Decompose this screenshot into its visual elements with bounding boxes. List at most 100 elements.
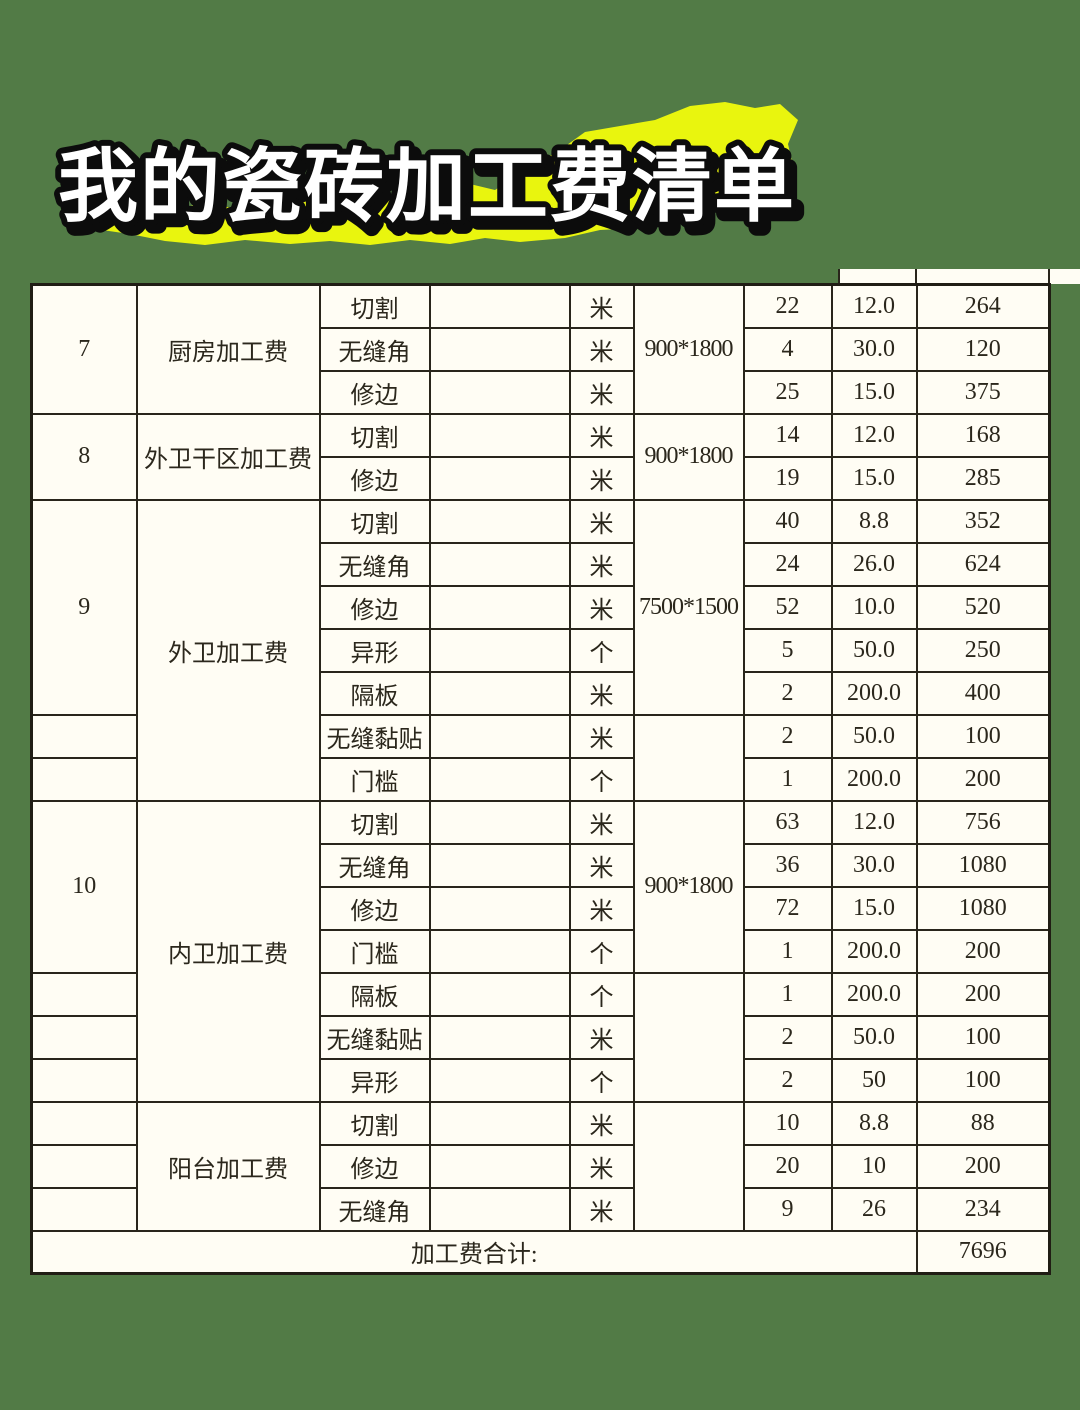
cell-unit: 米 xyxy=(568,885,635,931)
cropped-row-remnant xyxy=(838,269,1080,284)
table-row: 无缝角 米 9 26 234 xyxy=(30,1186,1051,1232)
cell-price: 30.0 xyxy=(830,326,918,372)
cell-blank xyxy=(428,541,571,587)
table-row: 9 外卫加工费 切割米 7500*1500 40 8.8 352 xyxy=(30,498,1051,802)
cell-amount: 120 xyxy=(915,326,1051,372)
table-row: 无缝角 米 24 26.0 624 xyxy=(32,541,1051,587)
cell-spec: 900*1800 xyxy=(632,799,745,974)
cell-unit: 米 xyxy=(568,283,635,329)
cell-unit: 米 xyxy=(568,1100,635,1146)
cell-total-label: 加工费合计: xyxy=(30,1229,918,1275)
cell-blank xyxy=(428,412,571,458)
table-row: 加工费合计: 7696 xyxy=(30,1229,1051,1275)
cell-row-number xyxy=(30,1100,138,1146)
cell-spec xyxy=(632,1100,745,1232)
cell-price: 200.0 xyxy=(830,928,918,974)
cell-process: 无缝角 xyxy=(318,541,431,587)
cell-qty: 1 xyxy=(742,756,833,802)
cell-spec: 7500*1500 xyxy=(632,498,745,716)
cell-qty: 24 xyxy=(742,541,833,587)
cell-unit: 个 xyxy=(568,971,635,1017)
cell-row-number xyxy=(30,971,138,1017)
cell-category: 外卫干区加工费 xyxy=(135,412,321,501)
table-row: 修边 米 72 15.0 1080 xyxy=(32,885,1051,931)
cell-price: 8.8 xyxy=(830,1100,918,1146)
cell-process: 门槛 xyxy=(318,928,431,974)
table-row: 门槛 个 1 200.0 200 xyxy=(32,928,1051,974)
cell-qty: 19 xyxy=(742,455,833,501)
cell-row-number xyxy=(30,1143,138,1189)
cell-price: 15.0 xyxy=(830,455,918,501)
cell-category: 外卫加工费 xyxy=(135,498,321,802)
cell-process: 修边 xyxy=(318,1143,431,1189)
cell-blank xyxy=(428,799,571,845)
cell-spec xyxy=(632,713,745,802)
table-row: 修边 米 25 15.0 375 xyxy=(32,369,1051,415)
cell-price: 10.0 xyxy=(830,584,918,630)
cell-blank xyxy=(428,713,571,759)
cell-blank xyxy=(428,1143,571,1189)
cell-unit: 米 xyxy=(568,670,635,716)
cell-blank xyxy=(428,1014,571,1060)
cell-blank xyxy=(428,1100,571,1146)
cell-qty: 14 xyxy=(742,412,833,458)
cell-spec xyxy=(632,971,745,1103)
cell-amount: 200 xyxy=(915,1143,1051,1189)
cell-qty: 72 xyxy=(742,885,833,931)
cell-process: 修边 xyxy=(318,584,431,630)
table-row: 修边 米 20 10 200 xyxy=(30,1143,1051,1189)
cell-spec: 900*1800 xyxy=(632,283,745,415)
cell-blank xyxy=(428,1186,571,1232)
cell-process: 修边 xyxy=(318,455,431,501)
cell-blank xyxy=(428,971,571,1017)
cell-blank xyxy=(428,670,571,716)
remnant-grid-tick xyxy=(1048,269,1050,284)
cell-process: 无缝黏贴 xyxy=(318,713,431,759)
cell-qty: 1 xyxy=(742,928,833,974)
cell-unit: 米 xyxy=(568,713,635,759)
cell-blank xyxy=(428,584,571,630)
cell-amount: 234 xyxy=(915,1186,1051,1232)
cell-qty: 63 xyxy=(742,799,833,845)
cell-qty: 25 xyxy=(742,369,833,415)
cell-qty: 2 xyxy=(742,670,833,716)
cell-unit: 米 xyxy=(568,799,635,845)
cell-amount: 100 xyxy=(915,1057,1051,1103)
cell-amount: 1080 xyxy=(915,842,1051,888)
cell-unit: 个 xyxy=(568,928,635,974)
cell-unit: 个 xyxy=(568,627,635,673)
cell-unit: 米 xyxy=(568,326,635,372)
yellow-highlight-splash xyxy=(95,102,798,245)
cell-row-number: 8 xyxy=(30,412,138,501)
fee-table: 7 厨房加工费 切割米 900*1800 22 12.0 264 无缝角米 4 30.0 120 … xyxy=(30,283,1051,1275)
cell-unit: 米 xyxy=(568,498,635,544)
cell-amount: 520 xyxy=(915,584,1051,630)
cell-process: 切割 xyxy=(318,283,431,329)
cell-amount: 264 xyxy=(915,283,1051,329)
cell-unit: 个 xyxy=(568,1057,635,1103)
cell-price: 200.0 xyxy=(830,670,918,716)
cell-price: 50 xyxy=(830,1057,918,1103)
cell-blank xyxy=(428,455,571,501)
title-shadow-text: 我的瓷砖加工费清单 xyxy=(64,147,802,240)
table-row: 修边 米 52 10.0 520 xyxy=(32,584,1051,630)
table-row: 无缝角 米 4 30.0 120 xyxy=(32,326,1051,372)
cell-amount: 756 xyxy=(915,799,1051,845)
cell-amount: 1080 xyxy=(915,885,1051,931)
cell-unit: 米 xyxy=(568,584,635,630)
table-row: 7 厨房加工费 切割米 900*1800 22 12.0 264 xyxy=(30,283,1051,415)
table-row: 隔板个 1 200.0 200 xyxy=(30,971,1051,1103)
cell-qty: 20 xyxy=(742,1143,833,1189)
page-title-block: 我的瓷砖加工费清单 我的瓷砖加工费清单 xyxy=(40,92,840,262)
cell-blank xyxy=(428,498,571,544)
cell-process: 隔板 xyxy=(318,670,431,716)
cell-price: 26.0 xyxy=(830,541,918,587)
table-row: 隔板 米 2 200.0 400 xyxy=(32,670,1051,716)
cell-unit: 米 xyxy=(568,1143,635,1189)
table-row: 无缝黏贴 米 2 50.0 100 xyxy=(30,713,1051,802)
cell-qty: 5 xyxy=(742,627,833,673)
cell-unit: 米 xyxy=(568,369,635,415)
cell-amount: 88 xyxy=(915,1100,1051,1146)
cell-row-number: 9 xyxy=(30,498,138,716)
cell-row-number xyxy=(30,756,138,802)
